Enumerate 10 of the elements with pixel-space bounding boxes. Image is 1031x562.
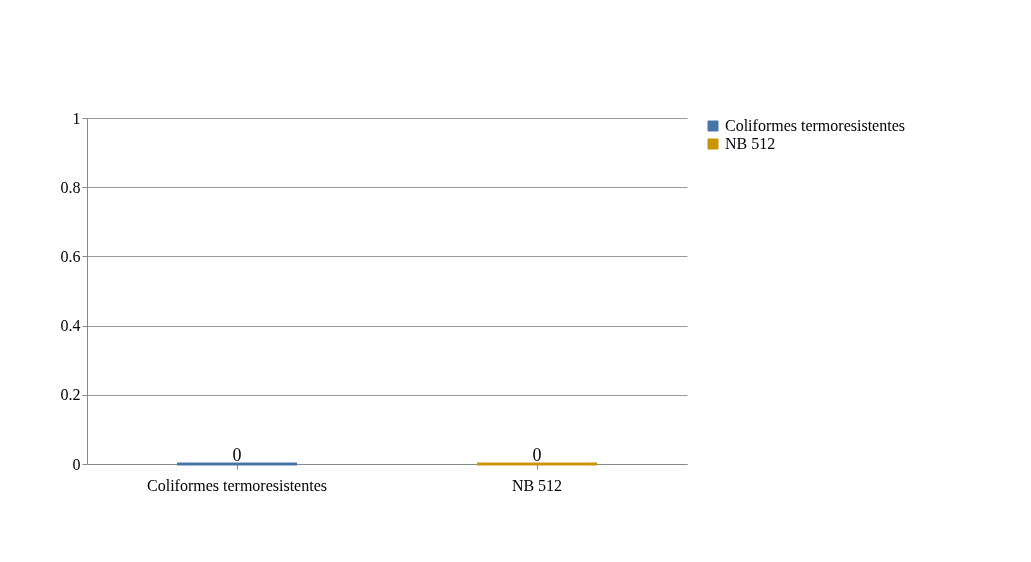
- y-tick-label: 0.8: [60, 178, 81, 196]
- y-tick-label: 0.4: [60, 317, 81, 335]
- legend-label: NB 512: [725, 135, 776, 152]
- data-label: 0: [532, 445, 542, 465]
- legend-label: Coliformes termoresistentes: [725, 117, 905, 134]
- y-tick-label: 1: [72, 109, 81, 127]
- y-tick-label: 0.2: [60, 386, 81, 404]
- y-tick-label: 0.6: [60, 247, 81, 265]
- y-tick-label: 0: [72, 455, 81, 473]
- data-label: 0: [232, 445, 242, 465]
